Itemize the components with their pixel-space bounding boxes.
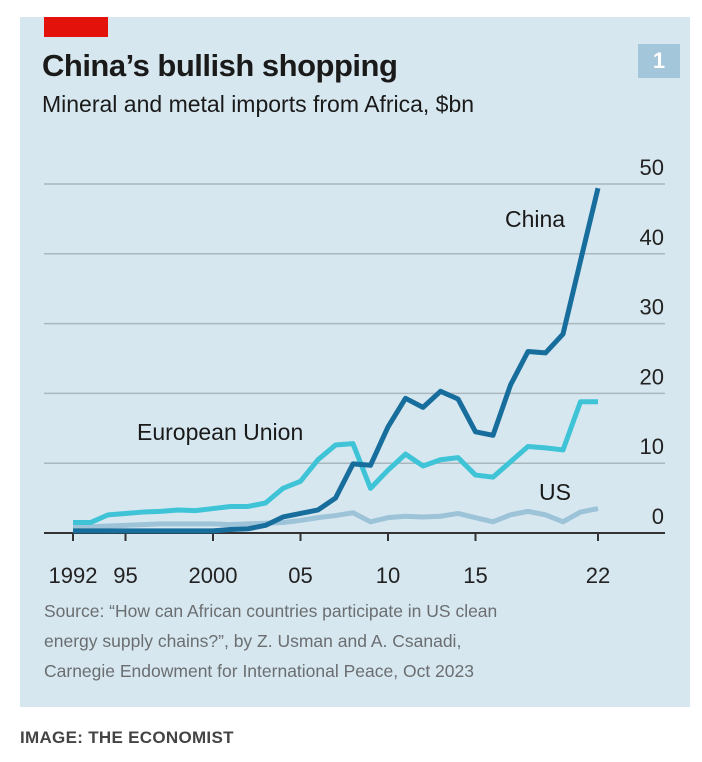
x-tick-label: 05: [288, 563, 312, 588]
chart-title: China’s bullish shopping: [42, 48, 398, 83]
y-tick-label: 20: [640, 364, 664, 389]
series-label: US: [539, 479, 571, 505]
series-label: China: [505, 206, 565, 232]
source-line: energy supply chains?”, by Z. Usman and …: [44, 631, 462, 651]
x-tick-label: 95: [113, 563, 137, 588]
x-tick-label: 10: [376, 563, 400, 588]
series-label: European Union: [137, 419, 303, 445]
y-tick-label: 40: [640, 225, 664, 250]
x-tick-label: 22: [586, 563, 610, 588]
source-line: Source: “How can African countries parti…: [44, 601, 498, 621]
image-credit: IMAGE: THE ECONOMIST: [20, 728, 234, 747]
x-tick-label: 2000: [189, 563, 238, 588]
series-line-us: [73, 506, 599, 530]
source-note: Source: “How can African countries parti…: [44, 596, 644, 686]
chart-subtitle: Mineral and metal imports from Africa, $…: [42, 91, 475, 117]
x-tick-label: 1992: [49, 563, 98, 588]
y-tick-label: 30: [640, 295, 664, 320]
series-line-european-union: [73, 399, 598, 526]
series-line-china: [73, 187, 601, 534]
y-tick-label: 10: [640, 434, 664, 459]
x-tick-label: 15: [463, 563, 487, 588]
chart-number-badge: 1: [638, 44, 680, 78]
y-tick-label: 0: [652, 504, 664, 529]
chart-panel: [20, 17, 690, 707]
brand-red-bar: [44, 17, 108, 37]
source-line: Carnegie Endowment for International Pea…: [44, 661, 474, 681]
y-tick-label: 50: [640, 155, 664, 180]
